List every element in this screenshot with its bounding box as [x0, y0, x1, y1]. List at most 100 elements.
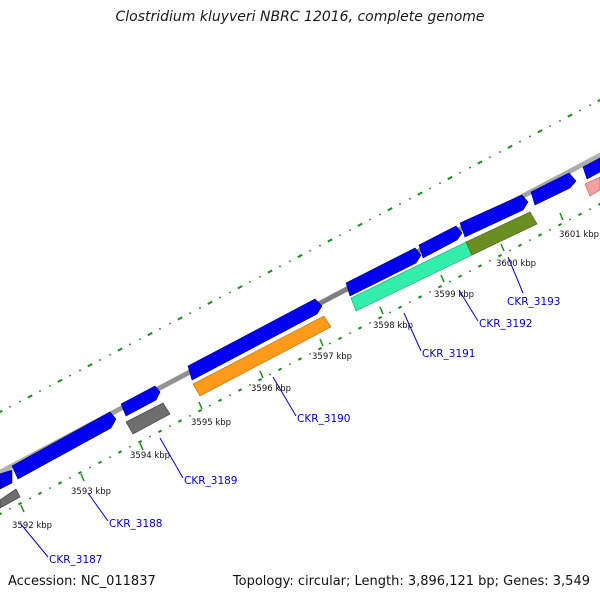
ruler-tick — [557, 223, 563, 227]
ruler-tick — [288, 260, 292, 263]
cds-bar-orange — [192, 315, 332, 397]
kbp-label: 3592 kbp — [12, 521, 52, 531]
ruler-tick — [417, 191, 423, 196]
ruler-tick — [138, 338, 142, 341]
ruler-tick — [28, 497, 32, 500]
ruler-tick — [188, 312, 192, 315]
gene-label[interactable]: CKR_3190 — [297, 413, 350, 425]
ruler-tick — [208, 404, 212, 407]
ruler-tick — [108, 353, 112, 356]
ruler-tick — [398, 202, 402, 206]
forward-gene-arrow — [187, 298, 323, 381]
ruler-tick — [207, 300, 213, 305]
kbp-label: 3601 kbp — [559, 230, 599, 240]
ruler-tick — [528, 135, 532, 138]
ruler-tick — [517, 243, 523, 247]
ruler-tick — [168, 425, 172, 428]
ruler-tick — [437, 285, 443, 289]
gene-label[interactable]: CKR_3193 — [507, 296, 560, 308]
ruler-tick — [357, 326, 363, 330]
ruler-tick — [57, 378, 63, 383]
ruler-tick — [257, 378, 263, 382]
inner-ruler-track — [0, 202, 600, 516]
ruler-tick — [457, 274, 463, 278]
ruler-tick — [18, 400, 22, 403]
ruler-tick — [77, 471, 83, 475]
ruler-tick — [558, 119, 562, 122]
ruler-tick — [477, 160, 483, 165]
ruler-tick — [448, 280, 452, 283]
ruler-tick — [377, 316, 383, 320]
ruler-tick — [597, 98, 600, 103]
ruler-tick — [0, 512, 3, 516]
ruler-tick — [218, 296, 222, 299]
gene-label[interactable]: CKR_3188 — [109, 518, 162, 530]
ruler-tick — [237, 388, 243, 392]
ruler-tick — [588, 208, 592, 211]
kbp-label: 3596 kbp — [251, 384, 291, 394]
kbp-label: 3599 kbp — [434, 290, 474, 300]
ruler-tick — [488, 156, 492, 159]
ruler-tick — [217, 398, 223, 402]
gene-label[interactable]: CKR_3191 — [422, 348, 475, 360]
kbp-label: 3593 kbp — [71, 487, 111, 497]
ruler-tick — [258, 275, 262, 278]
gene-label[interactable]: CKR_3192 — [479, 318, 532, 330]
ruler-tick — [57, 481, 63, 485]
kbp-label: 3597 kbp — [312, 352, 352, 362]
gene-label[interactable]: CKR_3187 — [49, 554, 102, 566]
ruler-tick — [477, 264, 483, 268]
ruler-tick — [78, 369, 82, 372]
ruler-tick — [288, 363, 292, 366]
ruler-tick — [308, 249, 312, 252]
ruler-tick — [497, 254, 503, 258]
ruler-tick — [0, 409, 3, 414]
kbp-label: 3594 kbp — [130, 451, 170, 461]
ruler-tick — [228, 291, 232, 294]
ruler-tick — [567, 113, 573, 118]
ruler-tick — [177, 316, 183, 321]
ruler-tick — [37, 491, 43, 495]
ruler-tick — [97, 460, 103, 464]
ruler-tick — [387, 207, 393, 212]
ruler-tick — [537, 233, 543, 237]
gene-label[interactable]: CKR_3189 — [184, 475, 237, 487]
forward-gene-arrow — [530, 172, 577, 206]
ruler-tick — [268, 373, 272, 376]
ruler-tick — [68, 374, 72, 377]
ruler-tick — [397, 305, 403, 309]
ruler-tick — [357, 222, 363, 227]
topology-text: Topology: circular; Length: 3,896,121 bp… — [232, 574, 590, 589]
ruler-tick — [528, 239, 532, 242]
kbp-labels: 3592 kbp 3593 kbp 3594 kbp 3595 kbp 3596… — [12, 230, 599, 531]
ruler-tick — [338, 234, 342, 237]
ruler-tick — [278, 265, 282, 268]
ruler-tick — [568, 218, 572, 221]
forward-gene-arrow — [582, 157, 600, 180]
ruler-tick — [328, 342, 332, 345]
ruler-tick — [48, 487, 52, 490]
gene-label-leaders — [19, 256, 524, 558]
ruler-tick — [348, 332, 352, 335]
ruler-tick — [428, 187, 432, 190]
forward-gene-arrow — [345, 247, 422, 297]
ruler-tick — [108, 456, 112, 459]
ruler-tick — [578, 109, 582, 112]
ruler-tick — [468, 270, 472, 273]
ruler-tick — [168, 322, 172, 325]
ruler-tick — [518, 140, 522, 143]
kbp-label: 3595 kbp — [191, 418, 231, 428]
gene-labels: CKR_3187 CKR_3188 CKR_3189 CKR_3190 CKR_… — [49, 296, 560, 566]
ruler-tick — [188, 414, 192, 417]
cds-bar-olive — [465, 211, 538, 256]
ruler-tick — [17, 502, 23, 506]
ruler-tick — [438, 182, 442, 185]
ruler-tick — [468, 166, 472, 169]
ruler-tick — [158, 327, 162, 330]
ruler-tick — [408, 197, 412, 200]
ruler-tick — [87, 363, 93, 368]
ruler-tick — [117, 450, 123, 454]
cds-bar-grey — [0, 488, 21, 509]
ruler-tick — [147, 331, 153, 337]
